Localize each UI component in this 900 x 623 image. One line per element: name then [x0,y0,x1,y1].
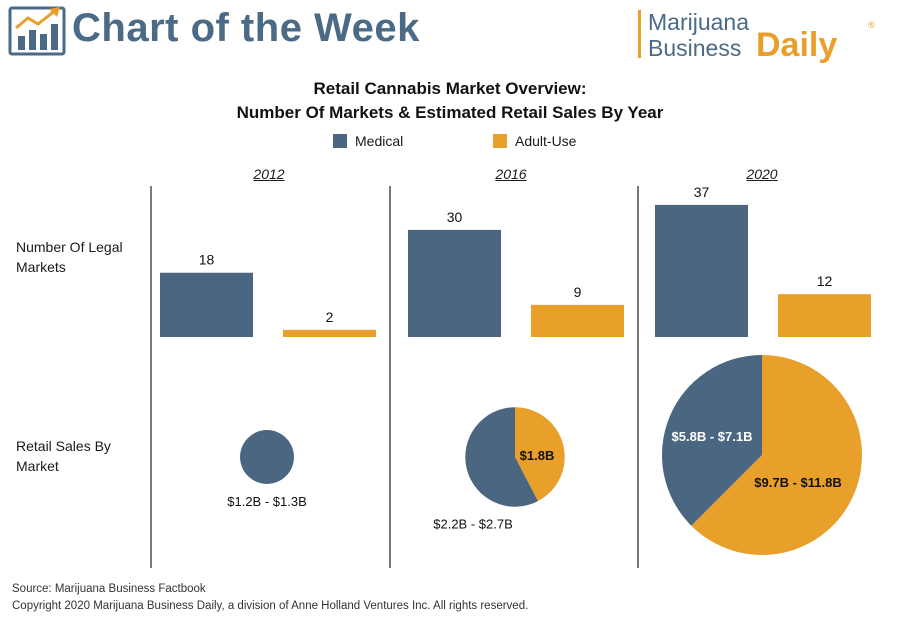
chart-title-line1: Retail Cannabis Market Overview: [313,79,587,98]
pie-label-adult-use-2016: $1.8B [520,448,555,463]
legend-swatch-adult-use [493,134,507,148]
row-label-legal-markets: Number Of Legal Markets [16,239,123,275]
bar-value-label-adult-use-2020: 12 [817,273,833,289]
column-divider [150,186,152,568]
pie-label-medical-2012: $1.2B - $1.3B [227,494,307,509]
bar-value-label-adult-use-2016: 9 [574,284,582,300]
brand-registered-mark: ® [868,20,875,30]
legend-label-adult-use: Adult-Use [515,133,577,149]
legend-swatch-medical [333,134,347,148]
bar-adult-use-2016 [531,304,624,337]
legend-label-medical: Medical [355,133,404,149]
pie-label-medical-2020: $5.8B - $7.1B [672,429,753,444]
bar-value-label-medical-2020: 37 [694,184,710,200]
legend-item-adult-use: Adult-Use [493,133,576,149]
bar-medical-2016 [408,229,501,337]
pie-slice-adult-use-2020 [691,355,862,556]
pie-slice-medical-2012 [240,430,294,484]
column-divider [389,186,391,568]
bar-medical-2012 [160,272,253,337]
bar-adult-use-2012 [283,329,376,337]
page-title: Chart of the Week [72,6,420,50]
brand-logo: Marijuana Business Daily ® [638,9,875,64]
bar-value-label-adult-use-2012: 2 [326,309,334,325]
bar-chart-trend-icon [8,6,66,56]
pie-slice-medical-2020 [662,355,762,526]
pie-label-medical-2016: $2.2B - $2.7B [433,517,513,532]
legend-item-medical: Medical [333,133,403,149]
copyright-note: Copyright 2020 Marijuana Business Daily,… [12,600,529,612]
year-label-2016: 2016 [495,166,527,182]
brand-accent: Daily [756,26,837,64]
source-note: Source: Marijuana Business Factbook [12,583,206,595]
chart-subtitle: Number Of Markets & Estimated Retail Sal… [236,103,664,122]
pie-label-adult-use-2020: $9.7B - $11.8B [754,475,841,490]
chart-title: Retail Cannabis Market Overview: Number … [0,77,900,125]
bar-value-label-medical-2016: 30 [447,209,463,225]
column-divider [637,186,639,568]
bar-adult-use-2020 [778,294,871,337]
year-label-2020: 2020 [746,166,778,182]
pie-slice-medical-2016 [465,407,538,507]
pie-slice-adult-use-2016 [515,407,565,502]
bar-value-label-medical-2012: 18 [199,252,215,268]
year-label-2012: 2012 [253,166,285,182]
row-label-retail-sales: Retail Sales By Market [16,438,111,474]
brand-line1: Marijuana [648,9,749,35]
brand-line2: Business [648,35,741,61]
bar-medical-2020 [655,204,748,337]
